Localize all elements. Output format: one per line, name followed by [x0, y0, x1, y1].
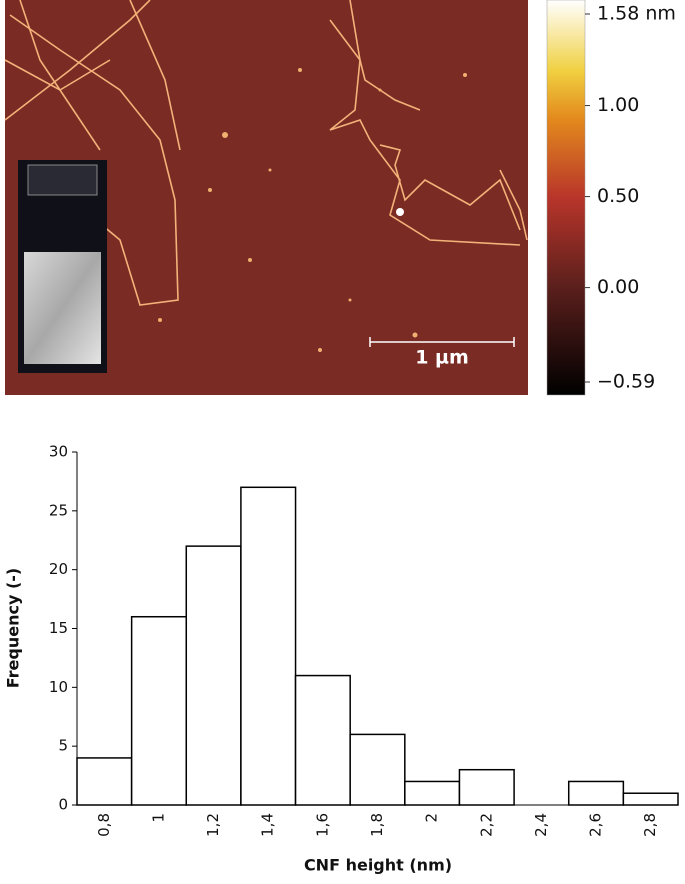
- colorbar-tick-label: 0.50: [597, 185, 639, 207]
- x-tick-label: 0,8: [95, 813, 113, 837]
- bar: [404, 780, 461, 806]
- fibres: [4, 0, 528, 306]
- colorbar-tick-label: 0.00: [597, 276, 639, 298]
- x-tick-label: 2,4: [532, 813, 550, 837]
- colorbar-tick-label: 1.00: [597, 94, 639, 116]
- x-tick-label: 1,4: [259, 813, 277, 837]
- x-tick-label: 1: [149, 813, 167, 823]
- y-tick-label: 5: [58, 737, 68, 755]
- x-axis-label: CNF height (nm): [304, 856, 452, 875]
- inset-vial: [18, 160, 107, 373]
- bar: [349, 733, 406, 806]
- x-tick-label: 2: [423, 813, 441, 823]
- x-tick-label: 2,8: [641, 813, 659, 837]
- y-tick-label: 0: [58, 796, 68, 814]
- y-tick-label: 30: [49, 443, 68, 461]
- colorbar-tick-label: 1.58 nm: [597, 3, 676, 25]
- bar: [458, 768, 515, 806]
- y-tick-label: 15: [49, 619, 68, 637]
- y-axis-label: Frequency (-): [4, 568, 23, 688]
- colorbar: [546, 0, 586, 396]
- x-tick-label: 2,2: [477, 813, 495, 837]
- afm-image: 1 µm: [4, 0, 528, 395]
- x-tick-label: 1,8: [368, 813, 386, 837]
- y-tick-label: 10: [49, 678, 68, 696]
- bar: [185, 545, 242, 806]
- colorbar-ticks: 1.58 nm 1.00 0.50 0.00 −0.59: [585, 3, 676, 393]
- x-tick-label: 2,6: [587, 813, 605, 837]
- x-tick-label: 1,2: [204, 813, 222, 837]
- bar: [622, 792, 679, 806]
- colorbar-tick-label: −0.59: [597, 371, 655, 393]
- bar: [240, 486, 297, 806]
- particles: [158, 68, 467, 352]
- scale-bar-label: 1 µm: [415, 347, 469, 369]
- histogram: 0 5 10 15 20 25 30 0,8 1 1,2 1,4 1,6 1,8 2 2,2 2,4 2,6 2,…: [4, 443, 679, 875]
- bar: [294, 674, 351, 806]
- bar: [567, 780, 625, 806]
- y-tick-label: 20: [49, 560, 68, 578]
- bar: [76, 757, 133, 806]
- bar: [130, 615, 188, 806]
- x-tick-label: 1,6: [313, 813, 331, 837]
- y-tick-label: 25: [49, 501, 68, 519]
